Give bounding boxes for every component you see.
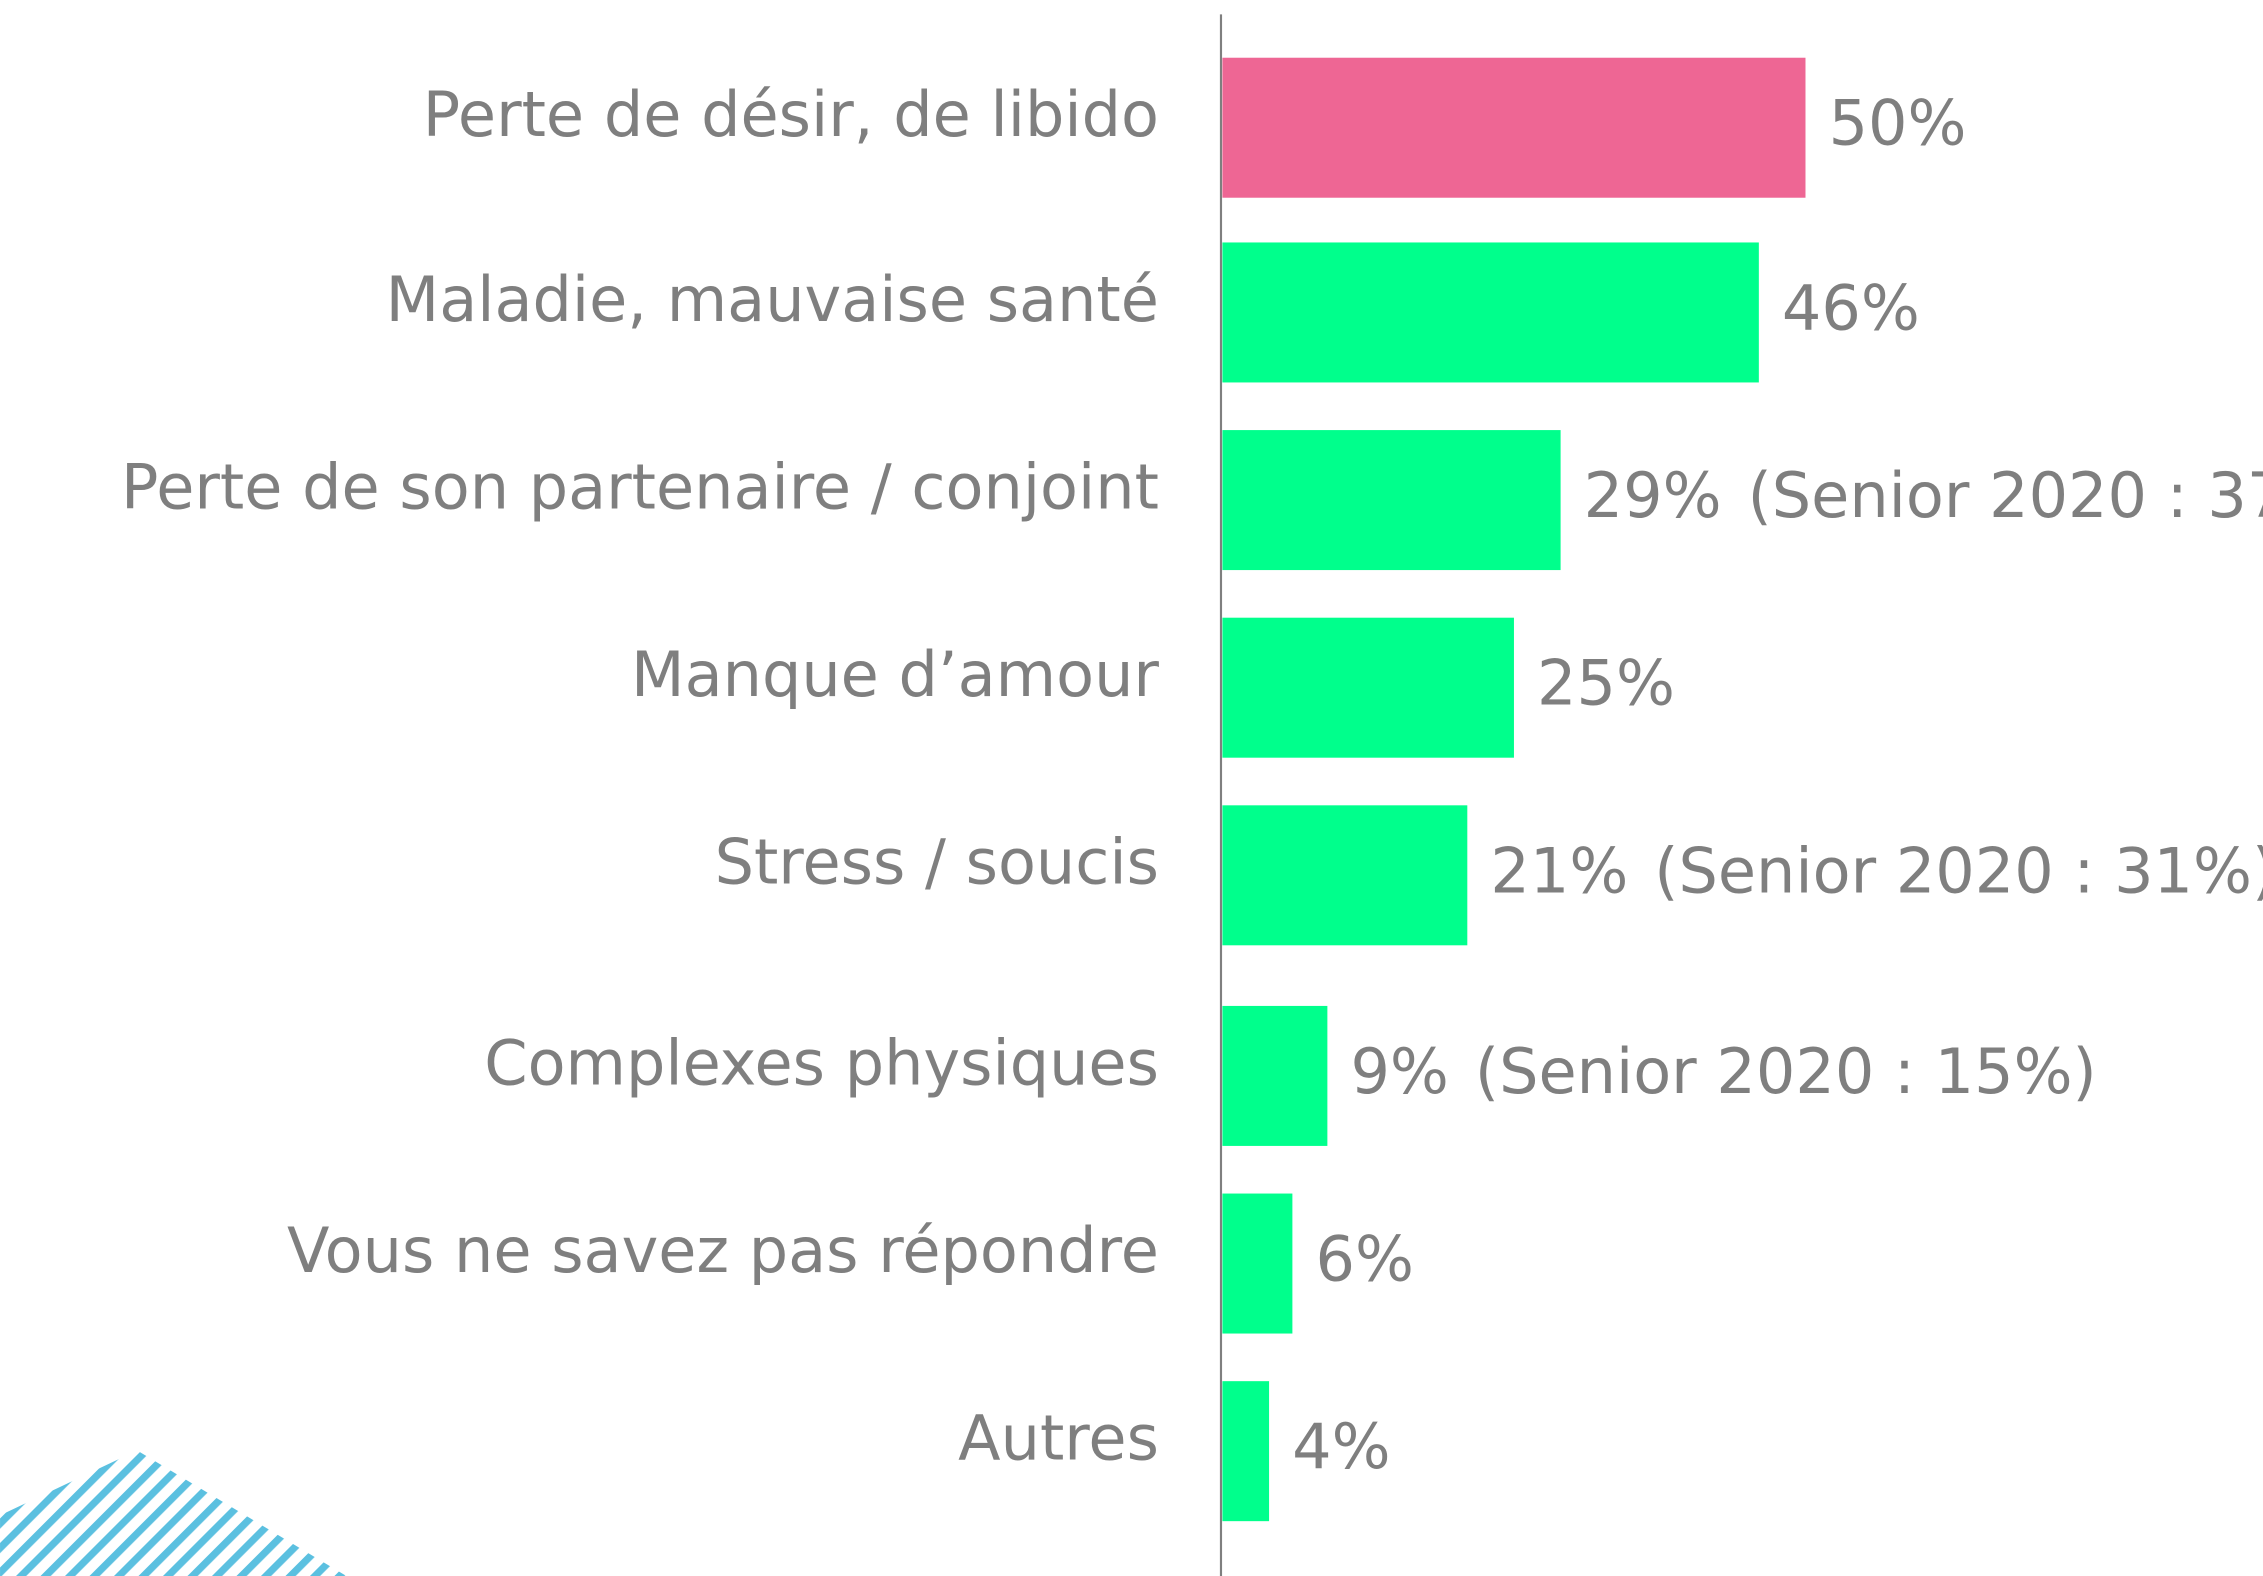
value-text: 25% — [1537, 647, 1675, 720]
decoration — [0, 1429, 375, 1576]
value-text: 9% — [1350, 1035, 1448, 1108]
bar — [1222, 618, 1514, 758]
category-label: Vous ne savez pas répondre — [287, 1214, 1159, 1287]
bar — [1222, 1381, 1269, 1521]
value-label: 21% (Senior 2020 : 31%) — [1490, 834, 2263, 907]
value-text: 6% — [1315, 1223, 1413, 1296]
note-text: (Senior 2020 : 15%) — [1475, 1035, 2097, 1108]
category-label: Autres — [958, 1402, 1159, 1475]
bar — [1222, 1194, 1292, 1334]
value-label: 6% — [1315, 1223, 1413, 1296]
category-label: Maladie, mauvaise santé — [386, 263, 1159, 336]
value-label: 25% — [1537, 647, 1675, 720]
category-label: Stress / soucis — [715, 826, 1159, 899]
bar — [1222, 242, 1758, 382]
category-label: Manque d’amour — [631, 638, 1159, 711]
value-text: 21% — [1490, 834, 1628, 907]
value-text: 29% — [1584, 459, 1722, 532]
value-text: 46% — [1782, 272, 1920, 345]
note-text: (Senior 2020 : 31%) — [1654, 834, 2263, 907]
bar — [1222, 58, 1805, 198]
category-label: Complexes physiques — [484, 1026, 1159, 1099]
chart: Perte de désir, de libido 50% Maladie, mau… — [0, 0, 2263, 1576]
value-label: 50% — [1829, 87, 1967, 160]
note-text: (Senior 2020 : 37%) — [1748, 459, 2263, 532]
value-label: 9% (Senior 2020 : 15%) — [1350, 1035, 2096, 1108]
value-text: 4% — [1292, 1410, 1390, 1483]
value-label: 4% — [1292, 1410, 1390, 1483]
category-label: Perte de désir, de libido — [423, 78, 1159, 151]
category-label: Perte de son partenaire / conjoint — [121, 450, 1159, 523]
value-label: 46% — [1782, 272, 1920, 345]
value-text: 50% — [1829, 87, 1967, 160]
value-label: 29% (Senior 2020 : 37%) — [1584, 459, 2263, 532]
bar — [1222, 805, 1467, 945]
bar — [1222, 430, 1560, 570]
bar — [1222, 1006, 1327, 1146]
